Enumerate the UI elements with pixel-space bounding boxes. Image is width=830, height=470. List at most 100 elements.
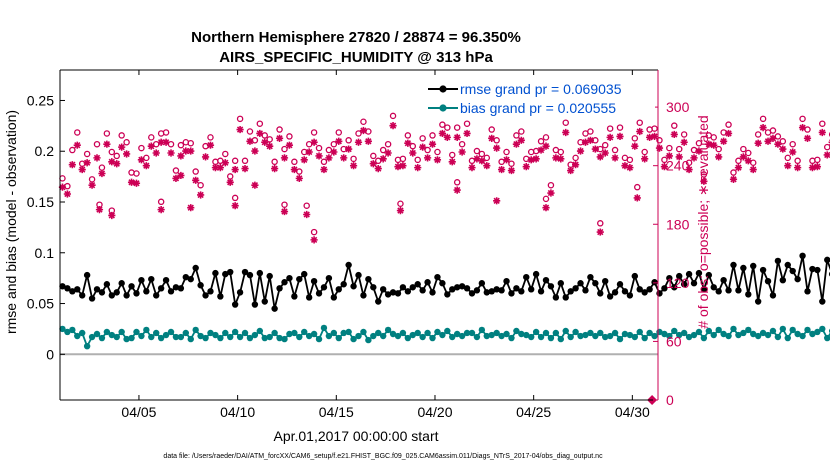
obs-possible-point — [148, 134, 155, 141]
bias-point — [256, 327, 264, 335]
bias-point — [394, 332, 402, 340]
obs-evaluated-point — [458, 148, 466, 156]
rmse-point — [414, 281, 421, 288]
rmse-point — [547, 283, 555, 290]
obs-evaluated-point — [330, 148, 338, 156]
obs-possible-point — [310, 129, 318, 136]
rmse-point — [350, 283, 357, 290]
rmse-point — [305, 294, 313, 301]
obs-evaluated-point — [419, 143, 427, 151]
bias-point — [291, 329, 298, 337]
obs-count-series — [58, 112, 830, 405]
bias-point — [493, 329, 500, 337]
obs-evaluated-point — [670, 130, 678, 139]
bias-point — [192, 326, 199, 334]
obs-possible-point — [453, 124, 461, 131]
bias-point — [592, 332, 599, 340]
obs-possible-point — [562, 119, 569, 126]
obs-evaluated-point — [616, 132, 624, 140]
rmse-point — [197, 282, 204, 289]
obs-evaluated-point — [823, 151, 830, 159]
obs-evaluated-point — [724, 129, 733, 138]
ticks: 04/05 04/10 04/15 04/20 04/25 04/30 0 0.05 0.1 0.… — [27, 70, 690, 420]
rmse-point — [631, 272, 639, 280]
obs-evaluated-point — [98, 169, 106, 178]
obs-possible-point — [291, 158, 298, 166]
rmse-point — [153, 292, 160, 299]
rmse-point — [764, 278, 772, 285]
y-tick-label-right: 300 — [666, 99, 690, 115]
obs-possible-point — [419, 135, 426, 142]
obs-possible-point — [626, 156, 634, 164]
obs-evaluated-point — [646, 133, 654, 141]
obs-evaluated-point — [123, 150, 131, 158]
rmse-point — [532, 270, 540, 278]
y-tick-label: 0 — [46, 346, 54, 362]
obs-evaluated-point — [310, 138, 318, 146]
obs-possible-point — [754, 131, 762, 138]
obs-evaluated-point — [636, 127, 644, 136]
obs-evaluated-point — [576, 147, 585, 155]
rmse-point — [404, 288, 412, 295]
obs-evaluated-point — [127, 178, 136, 186]
rmse-point — [335, 286, 342, 293]
obs-evaluated-point — [271, 165, 279, 173]
obs-evaluated-point — [78, 165, 86, 174]
obs-possible-point — [231, 194, 239, 202]
obs-possible-point — [759, 115, 767, 123]
rmse-point — [597, 290, 604, 297]
obs-evaluated-point — [285, 141, 294, 149]
obs-evaluated-point — [650, 132, 659, 140]
rmse-point — [389, 289, 397, 296]
obs-evaluated-point — [522, 163, 530, 171]
bias-point — [774, 333, 782, 341]
obs-evaluated-point — [517, 136, 525, 144]
obs-possible-point — [745, 149, 752, 157]
obs-possible-point — [513, 132, 520, 139]
obs-evaluated-point — [660, 163, 669, 171]
bias-point — [79, 329, 86, 337]
rmse-point — [271, 305, 278, 312]
obs-possible-point — [671, 122, 678, 129]
bias-point — [661, 330, 668, 338]
obs-possible-point — [542, 134, 550, 141]
bias-point — [695, 328, 703, 336]
rmse-point — [202, 292, 209, 299]
obs-evaluated-point — [611, 154, 619, 162]
rmse-point — [365, 275, 372, 283]
rmse-point — [523, 273, 530, 281]
obs-possible-point — [83, 150, 91, 158]
x-tick-label: 04/20 — [417, 404, 452, 420]
obs-possible-point — [453, 179, 461, 186]
obs-evaluated-point — [813, 163, 821, 171]
obs-possible-point — [725, 121, 732, 128]
rmse-point — [88, 295, 96, 302]
obs-possible-point — [360, 118, 367, 125]
rmse-point — [261, 298, 268, 305]
obs-evaluated-point — [626, 164, 634, 172]
obs-evaluated-point — [438, 129, 446, 138]
bias-point — [434, 328, 441, 336]
obs-possible-point — [286, 133, 293, 140]
obs-possible-point — [463, 120, 471, 127]
obs-possible-point — [720, 129, 727, 136]
obs-evaluated-point — [335, 137, 343, 145]
obs-evaluated-point — [211, 164, 220, 172]
bias-point — [631, 333, 639, 341]
obs-evaluated-point — [744, 157, 752, 165]
bias-point — [562, 327, 569, 335]
obs-possible-point — [597, 220, 604, 227]
bias-point — [59, 325, 66, 333]
obs-possible-point — [542, 195, 550, 203]
obs-evaluated-point — [453, 186, 461, 194]
bias-point — [463, 329, 471, 337]
rmse-point — [789, 267, 796, 275]
bias-point — [167, 328, 175, 336]
bias-point — [769, 327, 777, 335]
bias-point — [577, 332, 584, 340]
bias-point — [143, 326, 150, 334]
bias-point — [646, 329, 653, 337]
bias-point — [666, 332, 673, 340]
bias-point — [133, 328, 140, 336]
